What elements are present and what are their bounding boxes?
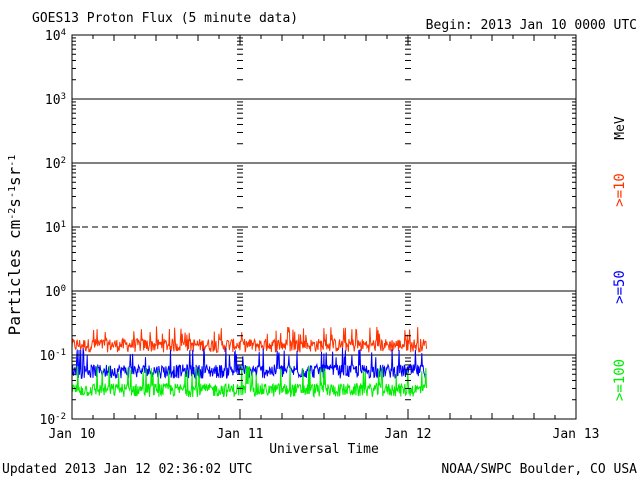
energy-unit-label: MeV	[613, 116, 628, 140]
x-tick-label: Jan 12	[385, 427, 432, 442]
series-line	[71, 365, 427, 399]
updated-time-label: Updated 2013 Jan 12 02:36:02 UTC	[2, 462, 252, 477]
chart-title: GOES13 Proton Flux (5 minute data)	[32, 11, 298, 26]
x-tick-labels: Jan 10 Jan 11 Jan 12 Jan 13	[49, 427, 600, 442]
y-tick-label: 100	[45, 284, 66, 300]
y-tick-label: 104	[45, 28, 66, 44]
y-tick-label: 101	[45, 220, 66, 236]
legend: >=10 >=50 >=100	[612, 173, 628, 401]
x-tick-marks	[71, 35, 577, 420]
svg-text:Particles cm-2s-1sr-1: Particles cm-2s-1sr-1	[5, 155, 24, 336]
y-tick-labels: 10-2 10-1 100 101 102 103 104	[40, 28, 67, 428]
y-tick-label: 103	[45, 92, 66, 108]
series-line	[71, 347, 427, 380]
series-line	[71, 326, 427, 354]
begin-time-label: Begin: 2013 Jan 10 0000 UTC	[426, 18, 637, 33]
x-axis-label: Universal Time	[269, 442, 379, 457]
legend-item: >=10	[612, 173, 628, 207]
x-tick-label: Jan 10	[49, 427, 96, 442]
series-lines	[71, 326, 427, 399]
legend-item: >=100	[612, 359, 628, 401]
y-tick-label: 102	[45, 156, 66, 172]
legend-item: >=50	[612, 270, 628, 304]
x-tick-label: Jan 11	[217, 427, 264, 442]
credit-label: NOAA/SWPC Boulder, CO USA	[441, 462, 637, 477]
x-tick-label: Jan 13	[553, 427, 600, 442]
grid-lines	[72, 98, 576, 356]
y-tick-label: 10-1	[40, 348, 67, 364]
y-axis-label: Particles cm-2s-1sr-1	[5, 155, 24, 336]
y-tick-label: 10-2	[40, 412, 67, 428]
